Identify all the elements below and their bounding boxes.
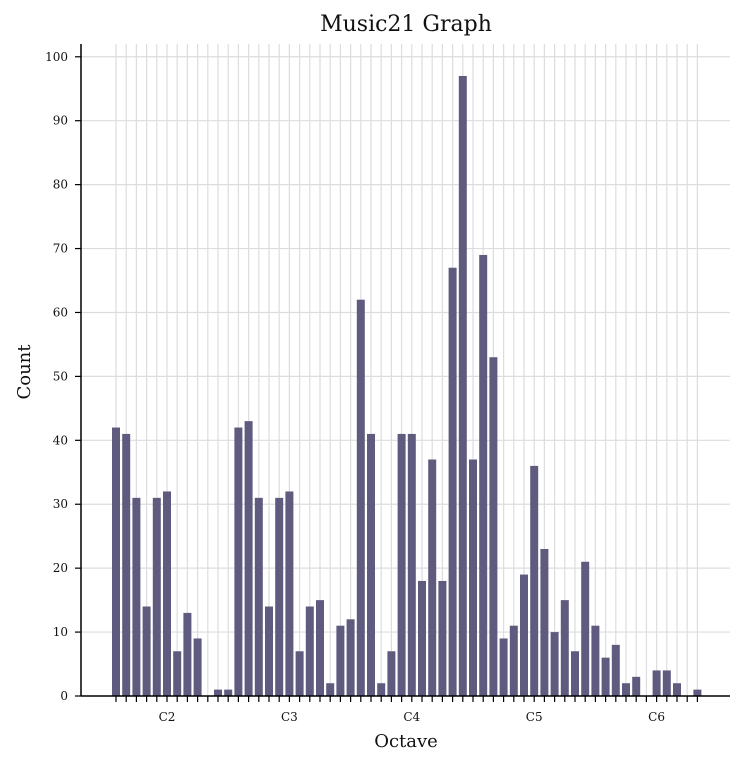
bar bbox=[387, 651, 396, 696]
bar bbox=[173, 651, 182, 696]
bar bbox=[418, 580, 426, 696]
bar bbox=[530, 465, 539, 696]
bar bbox=[316, 600, 324, 696]
bar bbox=[224, 689, 233, 696]
tick-labels: C2 C3 C4 C5 C6 0 10 20 30 40 50 60 70 80 90 100 bbox=[45, 50, 699, 724]
bar bbox=[448, 267, 457, 696]
y-tick-label: 30 bbox=[53, 497, 68, 511]
bar bbox=[662, 670, 671, 696]
bar bbox=[581, 561, 590, 696]
bar bbox=[469, 459, 477, 696]
axes bbox=[80, 44, 730, 697]
y-tick-label: 100 bbox=[45, 50, 68, 64]
bar bbox=[520, 574, 528, 696]
bar bbox=[122, 433, 131, 696]
x-tick-label: C6 bbox=[648, 710, 665, 724]
y-tick-label: 40 bbox=[53, 433, 68, 447]
bar bbox=[540, 548, 549, 696]
bar bbox=[285, 491, 294, 696]
bar bbox=[397, 433, 406, 696]
bar bbox=[356, 299, 365, 696]
y-axis-label: Count bbox=[14, 344, 35, 400]
y-tick-label: 10 bbox=[53, 625, 68, 639]
y-tick-label: 50 bbox=[53, 369, 68, 383]
bar bbox=[183, 612, 192, 696]
bar bbox=[336, 625, 345, 696]
bar bbox=[489, 357, 498, 696]
bar bbox=[193, 638, 202, 696]
bar bbox=[142, 606, 151, 696]
bar bbox=[693, 689, 702, 696]
bar bbox=[377, 683, 386, 696]
bar bbox=[652, 670, 661, 696]
y-tick-label: 80 bbox=[53, 178, 68, 192]
bar bbox=[275, 497, 284, 696]
bar bbox=[550, 632, 559, 696]
y-tick-label: 20 bbox=[53, 561, 68, 575]
x-tick-label: C3 bbox=[281, 710, 298, 724]
y-tick-label: 0 bbox=[60, 689, 68, 703]
bar bbox=[591, 625, 600, 696]
bar bbox=[428, 459, 437, 696]
bar bbox=[152, 497, 161, 696]
bar bbox=[254, 497, 263, 696]
y-tick-label: 90 bbox=[53, 114, 68, 128]
bar bbox=[622, 683, 630, 696]
bar bbox=[611, 644, 620, 696]
bar bbox=[163, 491, 171, 696]
chart-title: Music21 Graph bbox=[320, 12, 492, 37]
bar bbox=[632, 676, 641, 696]
x-tick-label: C2 bbox=[159, 710, 176, 724]
x-tick-label: C4 bbox=[403, 710, 420, 724]
bar bbox=[367, 433, 375, 696]
bar bbox=[326, 683, 335, 696]
bar bbox=[571, 651, 579, 696]
y-tick-label: 60 bbox=[53, 305, 68, 319]
bar bbox=[560, 600, 569, 696]
bar bbox=[601, 657, 610, 696]
x-tick-label: C5 bbox=[526, 710, 543, 724]
bar bbox=[458, 75, 467, 696]
bar bbox=[244, 421, 253, 696]
bar bbox=[132, 497, 141, 696]
bar bbox=[438, 580, 447, 696]
bar bbox=[214, 689, 222, 696]
bar bbox=[234, 427, 243, 696]
bar bbox=[295, 651, 304, 696]
bar bbox=[346, 619, 355, 696]
bar bbox=[509, 625, 518, 696]
y-tick-label: 70 bbox=[53, 242, 68, 256]
x-axis-label: Octave bbox=[374, 731, 438, 752]
bar bbox=[112, 427, 120, 696]
bar bbox=[479, 254, 488, 697]
bar bbox=[265, 606, 273, 696]
bars bbox=[112, 75, 702, 697]
bar bbox=[499, 638, 508, 696]
bar bbox=[673, 683, 681, 696]
bar bbox=[305, 606, 314, 696]
bar bbox=[407, 433, 416, 696]
